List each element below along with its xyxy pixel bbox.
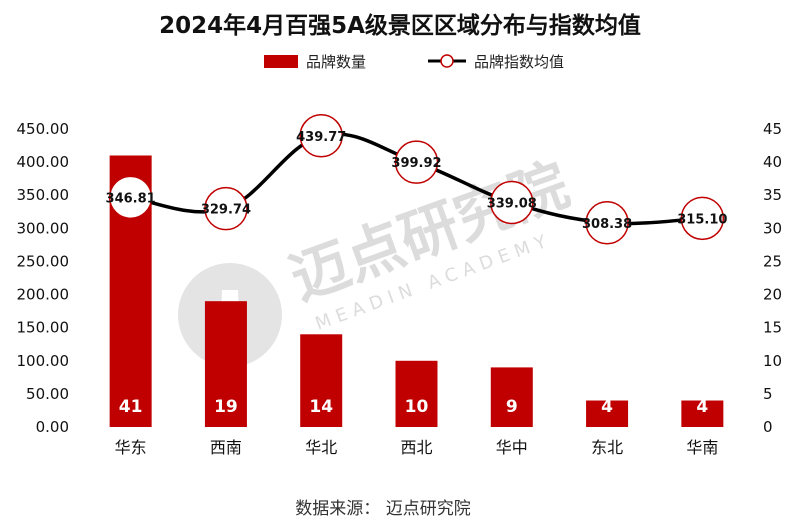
line-marker [299, 114, 343, 158]
legend-bar-label: 品牌数量 [306, 53, 366, 71]
left-tick-label: 250.00 [17, 252, 70, 270]
bar-value-label: 41 [119, 397, 143, 417]
source-note: 数据来源： 迈点研究院 [295, 499, 470, 519]
line-marker [204, 186, 248, 231]
line-value-label: 315.10 [677, 212, 727, 227]
left-tick-label: 0.00 [36, 418, 69, 436]
bar [300, 334, 343, 427]
line-value-label: 308.38 [582, 217, 632, 232]
line-value-label: 346.81 [106, 191, 156, 206]
bar-value-label: 9 [506, 397, 518, 417]
left-tick-label: 50.00 [26, 385, 69, 403]
right-tick-label: 5 [763, 385, 773, 403]
right-tick-label: 25 [763, 252, 782, 270]
bar-value-label: 14 [309, 397, 333, 417]
bar-labels: 41 19 14 10 9 4 4 [119, 397, 709, 417]
right-tick-label: 45 [763, 120, 782, 138]
legend-line-label: 品牌指数均值 [474, 53, 564, 71]
line-markers: 346.81 329.74 439.77 399.92 339.08 308.38 315.… [106, 114, 727, 245]
bar-value-label: 4 [696, 397, 708, 417]
right-tick-label: 0 [763, 418, 773, 436]
chart-title: 2024年4月百强5A级景区区域分布与指数均值 [159, 12, 641, 39]
right-tick-label: 20 [763, 286, 782, 304]
right-axis: 0 5 10 15 20 25 30 35 40 45 [763, 120, 782, 436]
bar [586, 400, 629, 427]
line-value-label: 399.92 [391, 156, 441, 171]
bar-value-label: 19 [214, 397, 238, 417]
category-label: 华中 [496, 438, 528, 457]
category-label: 华东 [115, 438, 147, 457]
right-tick-label: 15 [763, 319, 782, 337]
legend-line-marker-icon [440, 54, 454, 68]
line-marker [108, 175, 153, 220]
line-marker [585, 201, 629, 245]
left-tick-label: 150.00 [17, 319, 70, 337]
x-axis: 华东 西南 华北 西北 华中 东北 华南 [115, 438, 719, 457]
category-label: 东北 [591, 438, 623, 457]
left-axis: 0.00 50.00 100.00 150.00 200.00 250.00 300.00 3… [17, 120, 70, 436]
right-tick-label: 10 [763, 352, 782, 370]
category-label: 华北 [305, 438, 337, 457]
left-tick-label: 450.00 [17, 120, 70, 138]
left-tick-label: 400.00 [17, 153, 70, 171]
right-tick-label: 40 [763, 153, 782, 171]
line-marker [680, 196, 725, 241]
line-value-label: 339.08 [487, 196, 537, 211]
bar [681, 400, 724, 427]
left-tick-label: 350.00 [17, 186, 70, 204]
left-tick-label: 300.00 [17, 219, 70, 237]
line-marker [394, 140, 439, 184]
left-tick-label: 200.00 [17, 286, 70, 304]
right-tick-label: 35 [763, 186, 782, 204]
category-label: 西北 [400, 438, 432, 457]
category-label: 西南 [210, 438, 242, 457]
category-label: 华南 [686, 438, 718, 457]
bar [395, 360, 438, 427]
left-tick-label: 100.00 [17, 352, 70, 370]
line-marker [490, 180, 534, 225]
legend: 品牌数量 品牌指数均值 [264, 53, 564, 71]
line-value-label: 439.77 [296, 130, 346, 145]
right-tick-label: 30 [763, 219, 782, 237]
bar-value-label: 10 [405, 397, 429, 417]
line-value-label: 329.74 [201, 203, 251, 218]
bar [490, 367, 533, 427]
bar [204, 301, 247, 427]
bar-value-label: 4 [601, 397, 613, 417]
legend-bar-swatch [264, 55, 298, 68]
